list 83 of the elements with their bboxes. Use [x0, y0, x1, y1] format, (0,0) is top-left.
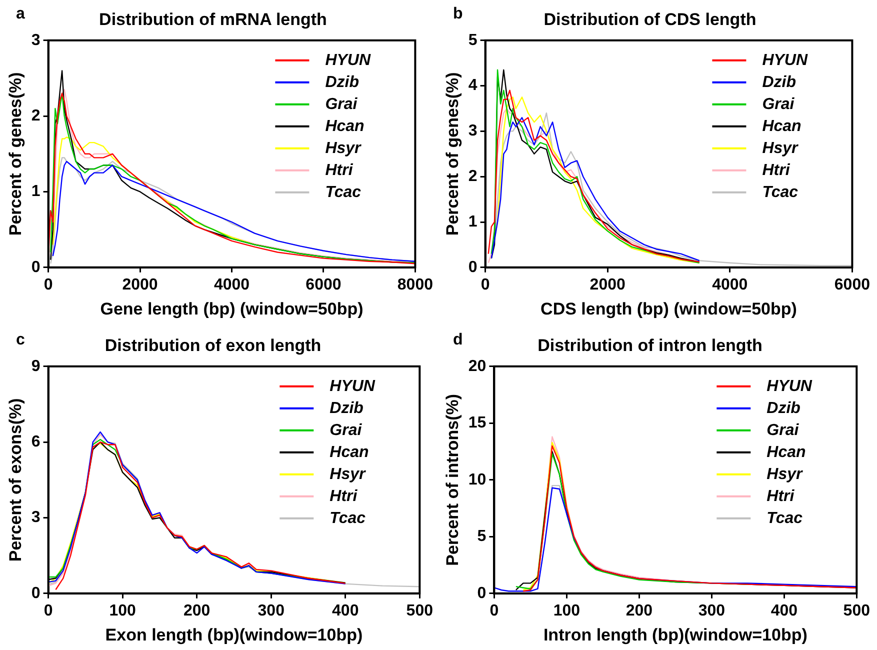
- legend-label: Htri: [330, 488, 358, 505]
- text: b: [453, 5, 463, 22]
- x-tick-label: 200: [626, 602, 653, 620]
- x-tick-label: 0: [490, 602, 499, 620]
- legend-label: Dzib: [330, 400, 364, 417]
- y-tick-label: 0: [31, 258, 40, 276]
- y-tick-label: 15: [468, 414, 486, 432]
- y-tick-label: 5: [468, 32, 478, 49]
- y-tick-label: 10: [468, 471, 486, 488]
- x-tick-label: 300: [698, 602, 726, 620]
- chart-title: Distribution of intron length: [538, 336, 762, 355]
- y-tick-label: 2: [31, 107, 40, 124]
- x-tick-label: 300: [258, 602, 285, 620]
- x-tick-label: 100: [109, 602, 136, 620]
- legend-label: Hsyr: [766, 466, 804, 483]
- legend-label: Tcac: [325, 184, 362, 201]
- text: d: [453, 331, 463, 348]
- x-tick-label: 500: [843, 602, 870, 620]
- x-axis-title: Exon length (bp)(window=10bp): [105, 625, 363, 644]
- x-tick-label: 2000: [122, 276, 158, 294]
- legend-label: HYUN: [766, 378, 812, 395]
- y-tick-label: 2: [468, 168, 478, 186]
- y-axis-title: Percent of exons(%): [6, 398, 25, 562]
- legend-label: Grai: [766, 422, 800, 439]
- x-tick-label: 8000: [397, 276, 434, 294]
- x-tick-label: 500: [406, 602, 434, 620]
- x-axis-title: Intron length (bp)(window=10bp): [543, 625, 808, 644]
- legend-label: HYUN: [330, 378, 376, 395]
- x-tick-label: 2000: [590, 276, 626, 294]
- legend-label: Hcan: [330, 444, 370, 461]
- legend-label: Dzib: [762, 74, 796, 91]
- legend-label: Hsyr: [330, 466, 366, 483]
- y-tick-label: 4: [468, 77, 478, 94]
- chart-title: Distribution of CDS length: [544, 10, 756, 29]
- y-tick-label: 20: [468, 358, 486, 375]
- x-tick-label: 100: [553, 602, 580, 620]
- y-axis-title: Percent of introns(%): [442, 394, 462, 566]
- y-tick-label: 6: [31, 433, 40, 450]
- x-tick-label: 0: [44, 276, 53, 294]
- y-tick-label: 3: [31, 509, 40, 526]
- y-axis-title: Percent of genes(%): [442, 72, 462, 236]
- y-tick-label: 3: [31, 32, 40, 49]
- y-tick-label: 1: [31, 183, 40, 200]
- legend-label: Grai: [762, 96, 795, 113]
- y-axis-title: Percent of genes(%): [6, 72, 25, 236]
- legend-label: Hsyr: [762, 140, 799, 157]
- text: a: [16, 5, 25, 22]
- y-tick-label: 0: [31, 584, 40, 602]
- legend-label: Grai: [330, 422, 362, 439]
- x-tick-label: 6000: [306, 276, 342, 294]
- legend-label: Tcac: [330, 510, 366, 527]
- x-axis-title: CDS length (bp) (window=50bp): [540, 299, 797, 318]
- legend-label: Hcan: [766, 444, 806, 461]
- x-tick-label: 6000: [834, 276, 870, 294]
- legend-label: Tcac: [766, 510, 803, 527]
- text: c: [16, 331, 25, 348]
- legend-label: Hsyr: [325, 140, 362, 157]
- y-tick-label: 0: [477, 584, 486, 602]
- legend-label: Hcan: [325, 118, 365, 135]
- legend-label: Tcac: [762, 184, 798, 201]
- legend-label: HYUN: [762, 52, 808, 69]
- legend-label: Htri: [325, 162, 354, 179]
- y-tick-label: 0: [468, 258, 478, 276]
- chart-title: Distribution of exon length: [104, 336, 322, 355]
- legend-label: Dzib: [766, 400, 801, 417]
- legend-label: HYUN: [325, 52, 371, 69]
- x-tick-label: 4000: [214, 276, 250, 294]
- x-tick-label: 200: [183, 602, 210, 620]
- y-tick-label: 9: [31, 358, 40, 375]
- legend-label: Grai: [325, 96, 358, 113]
- legend-label: Htri: [762, 162, 790, 179]
- x-tick-label: 400: [770, 602, 798, 620]
- legend-label: Dzib: [325, 74, 360, 91]
- legend-label: Hcan: [762, 118, 802, 135]
- x-tick-label: 4000: [712, 276, 748, 294]
- x-axis-title: Gene length (bp) (window=50bp): [100, 299, 364, 318]
- chart-title: Distribution of mRNA length: [99, 10, 327, 29]
- y-tick-label: 5: [477, 528, 486, 546]
- legend-label: Htri: [766, 488, 795, 505]
- y-tick-label: 1: [468, 213, 478, 230]
- x-tick-label: 0: [44, 602, 53, 620]
- y-tick-label: 3: [468, 122, 478, 140]
- x-tick-label: 400: [332, 602, 359, 620]
